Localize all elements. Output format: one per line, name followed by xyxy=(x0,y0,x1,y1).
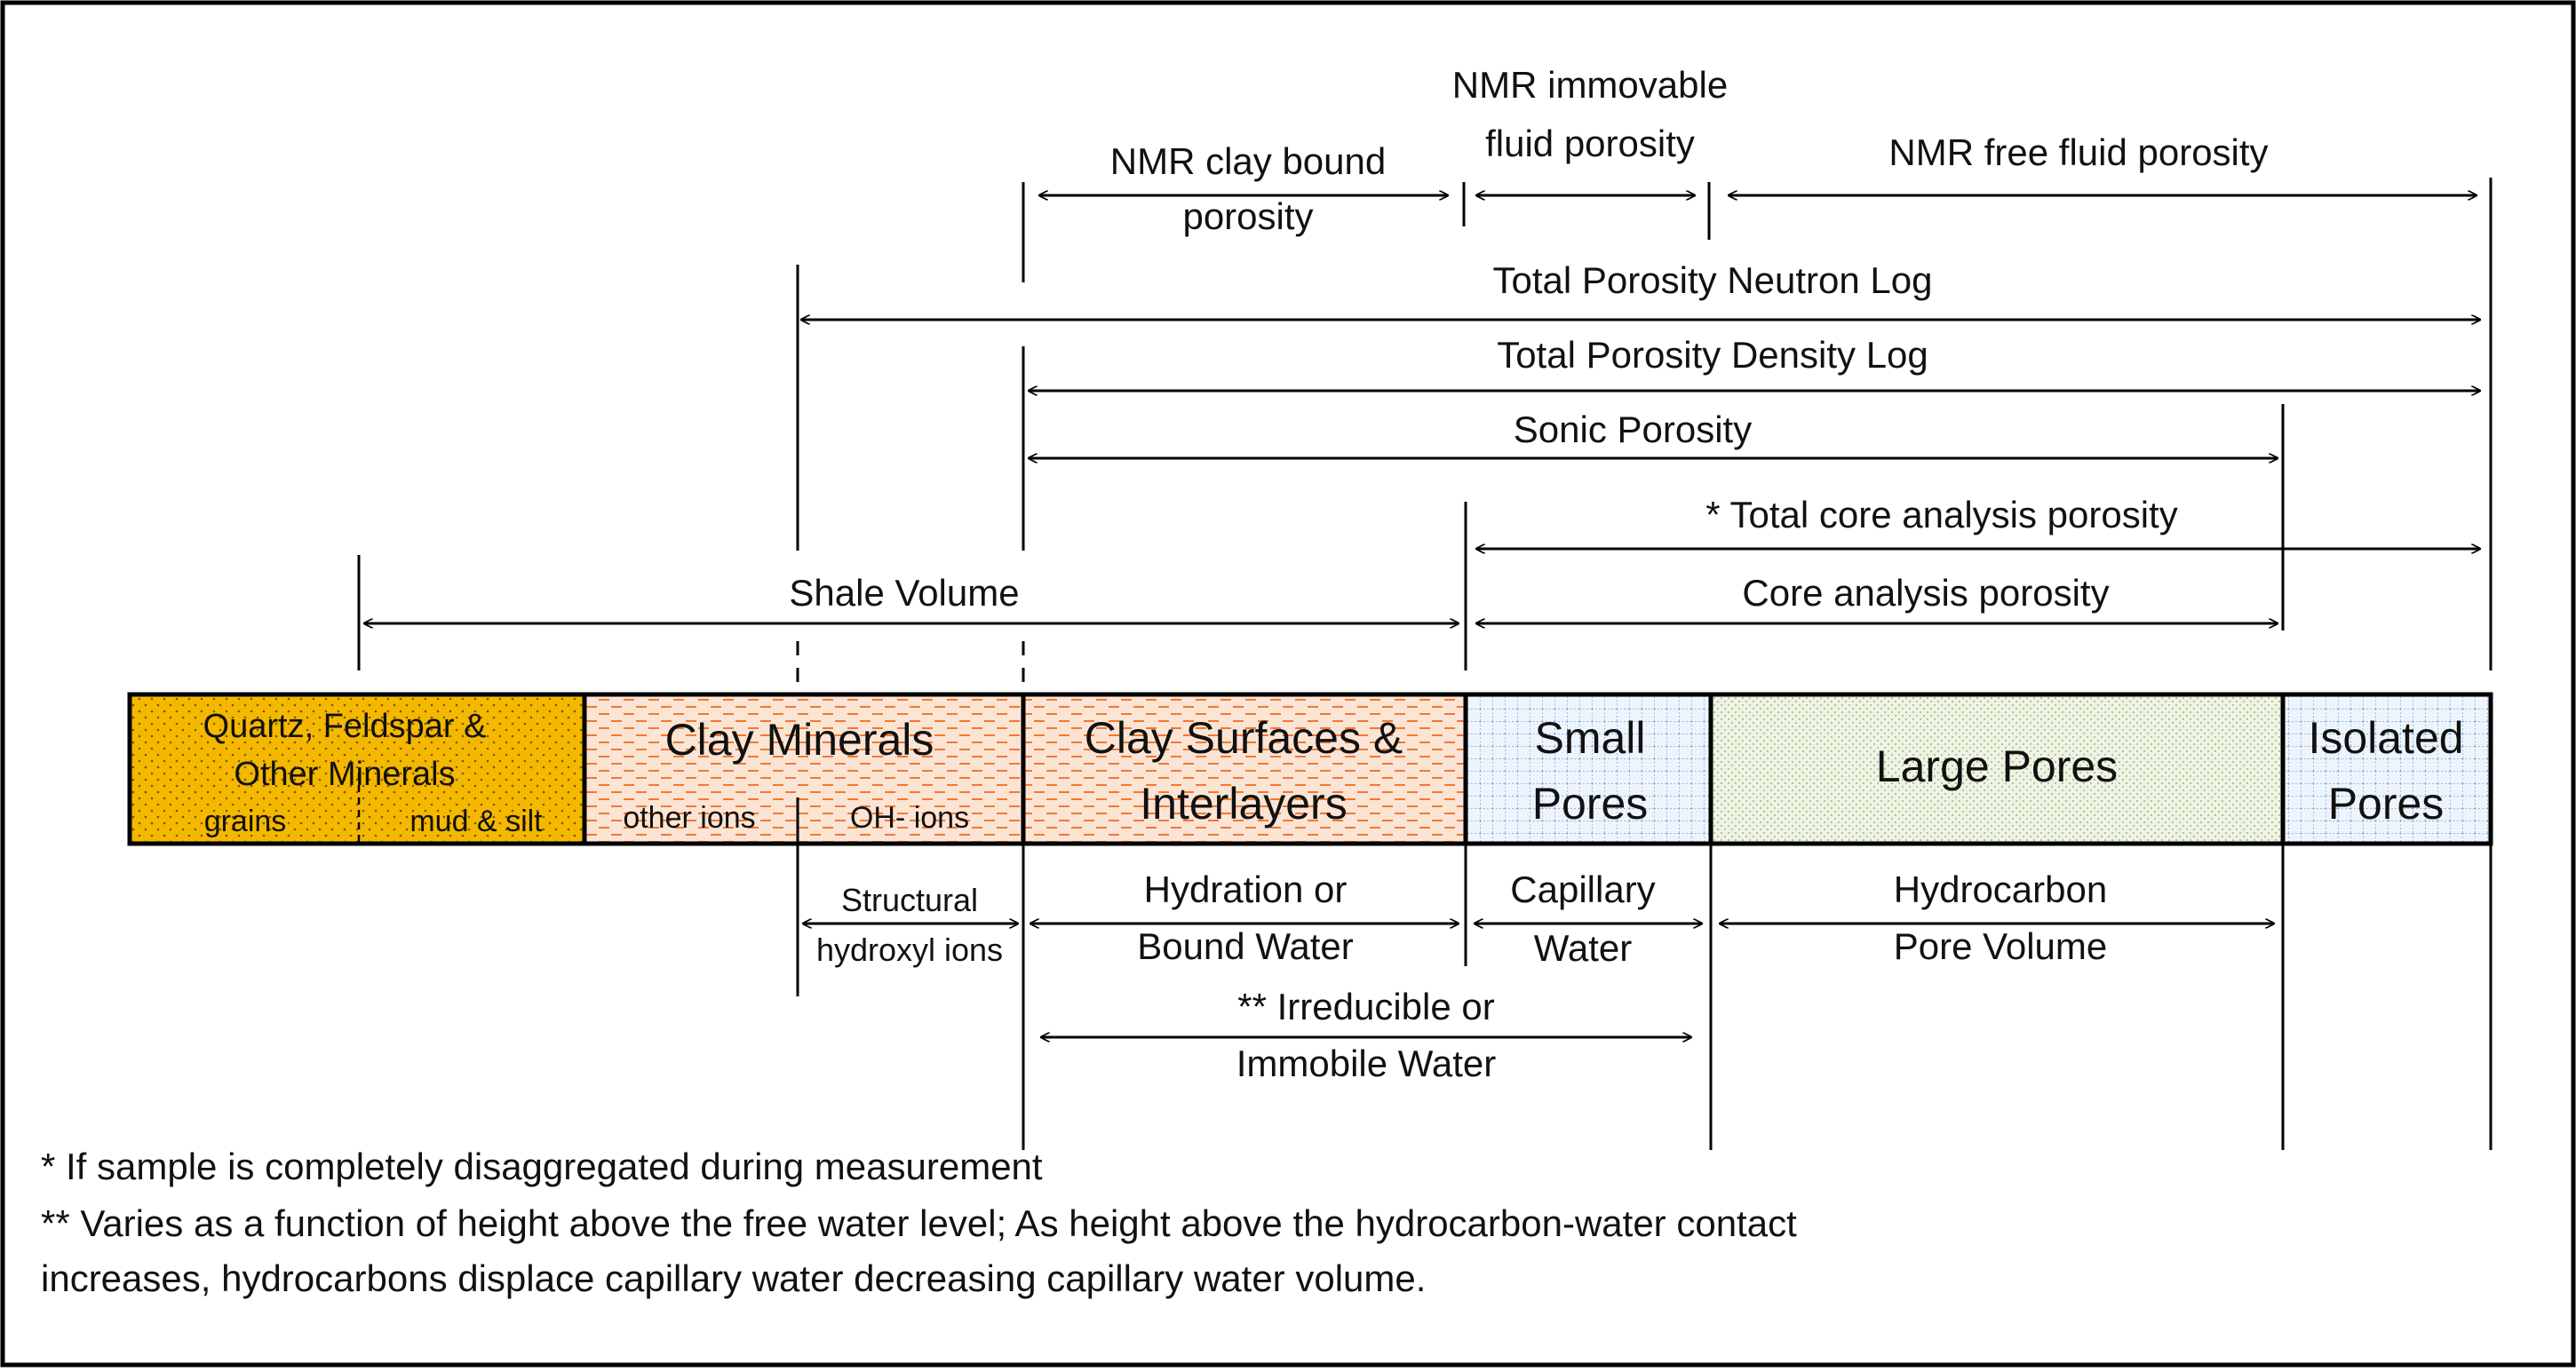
small-pores-label: Pores xyxy=(1532,779,1649,829)
measure-labels: NMR clay bound porosity NMR immovable fl… xyxy=(789,64,2268,614)
dashed-guide-lines xyxy=(796,641,1025,693)
nmr-immovable-label: NMR immovable xyxy=(1452,64,1728,106)
mud-silt-label: mud & silt xyxy=(409,805,543,838)
nmr-clay-bound-label: NMR clay bound xyxy=(1110,140,1386,182)
oh-ions-label: OH- ions xyxy=(850,801,969,835)
water-arrows xyxy=(803,924,2274,1037)
water-labels: Structural hydroxyl ions Hydration or Bo… xyxy=(816,868,2107,1084)
isolated-pores-label: Isolated xyxy=(2308,713,2463,763)
nmr-free-fluid-label: NMR free fluid porosity xyxy=(1888,131,2268,173)
small-pores-label: Small xyxy=(1534,713,1645,763)
shale-volume-label: Shale Volume xyxy=(789,572,1019,614)
footnote-1: * If sample is completely disaggregated … xyxy=(41,1146,1043,1187)
structural-label: Structural xyxy=(841,882,978,918)
footnote-2: ** Varies as a function of height above … xyxy=(41,1202,1797,1244)
hydrocarbon-label: Hydrocarbon xyxy=(1894,868,2107,910)
small-pores-block xyxy=(1463,692,1713,846)
irreducible-label: Immobile Water xyxy=(1236,1043,1497,1084)
hydration-label: Hydration or xyxy=(1144,868,1348,910)
clay-surfaces-label: Clay Surfaces & xyxy=(1085,713,1403,763)
clay-minerals-label: Clay Minerals xyxy=(665,715,934,765)
grains-label: grains xyxy=(204,805,287,838)
nmr-immovable-label: fluid porosity xyxy=(1485,123,1695,164)
clay-surfaces-label: Interlayers xyxy=(1140,779,1347,829)
component-labels: Quartz, Feldspar & Other Minerals grains… xyxy=(203,708,2464,838)
quartz-label: Other Minerals xyxy=(234,756,455,793)
neutron-label: Total Porosity Neutron Log xyxy=(1493,259,1933,301)
quartz-feldspar-block xyxy=(127,692,587,846)
sonic-label: Sonic Porosity xyxy=(1514,408,1752,450)
irreducible-label: ** Irreducible or xyxy=(1237,986,1494,1027)
density-label: Total Porosity Density Log xyxy=(1497,334,1928,376)
total-core-label: * Total core analysis porosity xyxy=(1705,494,2177,535)
clay-minerals-block xyxy=(582,692,1026,846)
isolated-pores-label: Pores xyxy=(2328,779,2445,829)
measure-arrows xyxy=(364,195,2480,623)
large-pores-block xyxy=(1708,692,2286,846)
large-pores-label: Large Pores xyxy=(1876,742,2118,791)
nmr-clay-bound-label: porosity xyxy=(1182,195,1313,237)
clay-surfaces-block xyxy=(1021,692,1468,846)
other-ions-label: other ions xyxy=(623,801,755,835)
isolated-pores-block xyxy=(2280,692,2493,846)
capillary-label: Capillary xyxy=(1510,868,1655,910)
hydrocarbon-label: Pore Volume xyxy=(1894,925,2107,967)
lower-guide-lines xyxy=(796,844,2493,1150)
core-analysis-label: Core analysis porosity xyxy=(1742,572,2109,614)
hydration-label: Bound Water xyxy=(1137,925,1354,967)
upper-guide-lines xyxy=(357,178,2493,670)
structural-label: hydroxyl ions xyxy=(816,932,1003,968)
component-bar xyxy=(127,692,2493,846)
quartz-label: Quartz, Feldspar & xyxy=(203,708,487,745)
capillary-label: Water xyxy=(1534,927,1632,969)
footnote-3: increases, hydrocarbons displace capilla… xyxy=(41,1257,1427,1299)
